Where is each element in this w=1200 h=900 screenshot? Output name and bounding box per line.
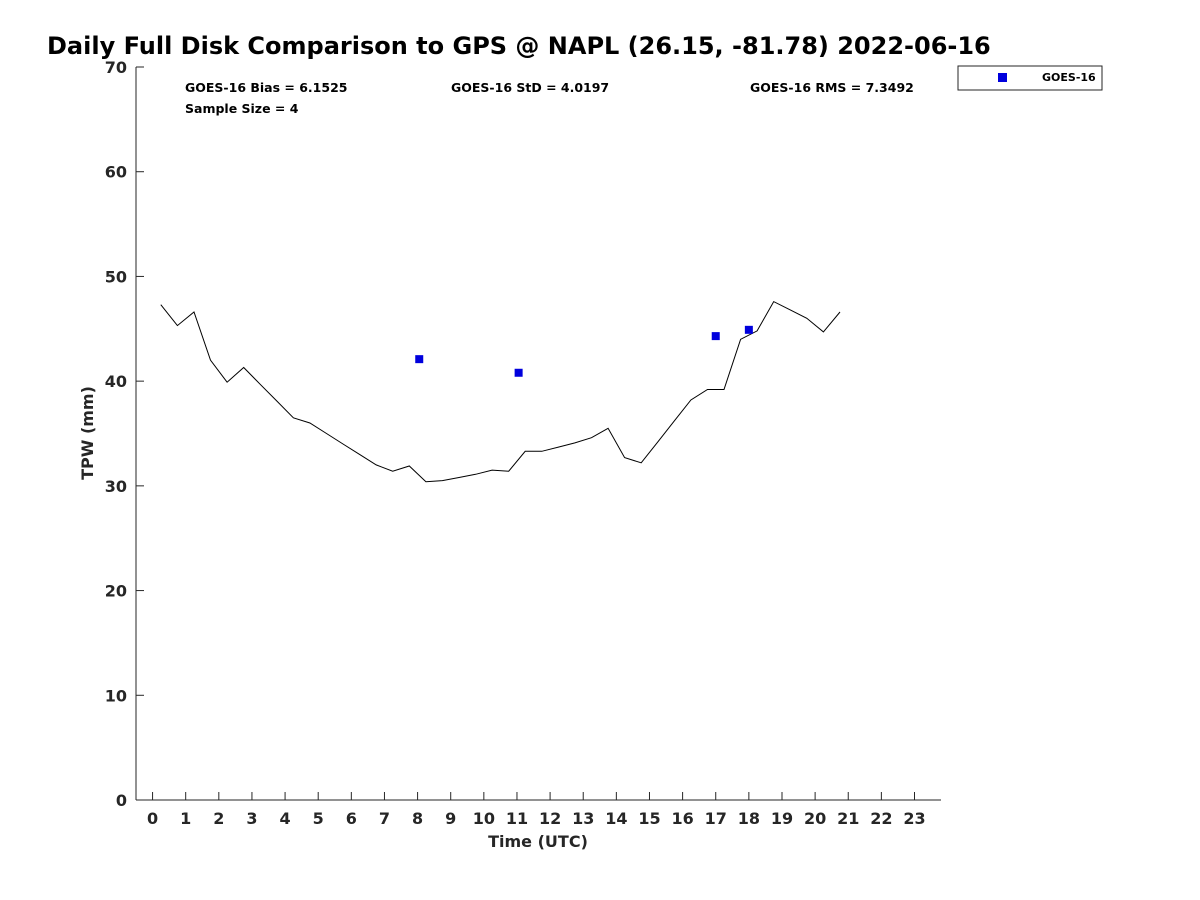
y-tick-label: 50	[105, 267, 127, 286]
x-tick-label: 21	[837, 809, 859, 828]
rms-stat: GOES-16 RMS = 7.3492	[750, 80, 914, 95]
goes16-point	[514, 368, 523, 377]
x-ticks: 0 1 2 3 4 5 6 7 8 9 10 11 12 13 14 15 16 17 18 19 20 21 22 23	[147, 792, 926, 828]
chart-title: Daily Full Disk Comparison to GPS @ NAPL…	[47, 32, 991, 60]
y-ticks: 0 10 20 30 40 50 60 70	[105, 58, 144, 810]
series-layer	[160, 300, 841, 483]
gps-tpw-line	[160, 300, 841, 483]
x-tick-label: 20	[804, 809, 826, 828]
x-tick-label: 22	[870, 809, 892, 828]
y-tick-label: 20	[105, 582, 127, 601]
std-stat: GOES-16 StD = 4.0197	[451, 80, 609, 95]
x-tick-label: 18	[738, 809, 760, 828]
x-tick-label: 2	[213, 809, 224, 828]
legend-box	[957, 65, 1103, 91]
x-tick-label: 23	[903, 809, 925, 828]
x-tick-label: 14	[605, 809, 627, 828]
x-tick-label: 4	[280, 809, 291, 828]
x-tick-label: 3	[246, 809, 257, 828]
x-tick-label: 7	[379, 809, 390, 828]
y-tick-label: 0	[116, 791, 127, 810]
x-tick-label: 17	[705, 809, 727, 828]
legend-marker-goes16	[998, 73, 1007, 82]
y-tick-label: 10	[105, 686, 127, 705]
sample-size-stat: Sample Size = 4	[185, 101, 299, 116]
y-tick-label: 70	[105, 58, 127, 77]
x-tick-label: 11	[506, 809, 528, 828]
x-tick-label: 16	[671, 809, 693, 828]
x-tick-label: 8	[412, 809, 423, 828]
x-tick-label: 0	[147, 809, 158, 828]
legend: GOES-16	[957, 65, 1103, 91]
x-tick-label: 1	[180, 809, 191, 828]
x-tick-label: 5	[313, 809, 324, 828]
y-tick-label: 40	[105, 372, 127, 391]
x-tick-label: 12	[539, 809, 561, 828]
y-tick-label: 60	[105, 163, 127, 182]
goes16-point	[744, 325, 753, 334]
goes16-point	[711, 332, 720, 341]
legend-label-goes16: GOES-16	[1042, 71, 1096, 84]
x-tick-label: 9	[445, 809, 456, 828]
x-tick-label: 13	[572, 809, 594, 828]
x-tick-label: 10	[473, 809, 495, 828]
goes16-point	[415, 355, 424, 364]
y-tick-label: 30	[105, 477, 127, 496]
x-axis-label: Time (UTC)	[488, 832, 588, 851]
x-tick-label: 19	[771, 809, 793, 828]
bias-stat: GOES-16 Bias = 6.1525	[185, 80, 347, 95]
y-axis-label: TPW (mm)	[78, 386, 97, 480]
x-tick-label: 15	[638, 809, 660, 828]
x-tick-label: 6	[346, 809, 357, 828]
